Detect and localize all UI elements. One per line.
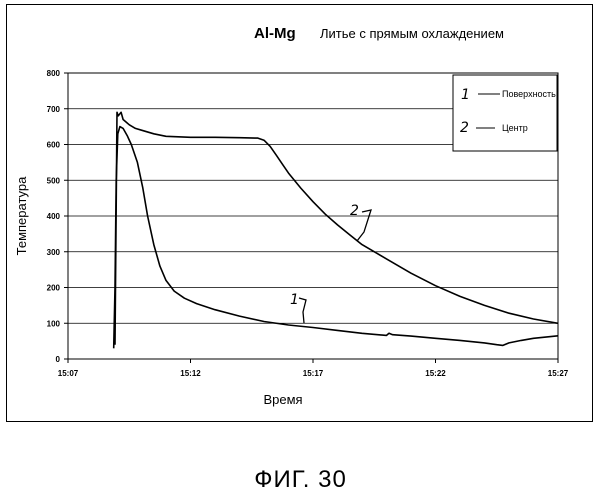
curve-hand-label-1: 1	[290, 292, 299, 308]
legend-entry-2: Центр	[502, 123, 528, 133]
legend-hand-label-1: 1	[461, 87, 470, 103]
curve-hand-label-2: 2	[350, 203, 359, 219]
curve-annotation-1: 1	[290, 292, 306, 323]
y-tick-labels: 0 100 200 300 400 500 600 700 800	[47, 69, 68, 364]
y-tick-label: 200	[47, 284, 61, 293]
series-line-1	[114, 127, 558, 349]
y-tick-label: 800	[47, 69, 61, 78]
y-tick-label: 400	[47, 212, 61, 221]
y-tick-label: 700	[47, 105, 61, 114]
y-tick-label: 0	[56, 355, 61, 364]
x-tick-label: 15:27	[548, 369, 569, 378]
x-tick-label: 15:07	[58, 369, 79, 378]
y-tick-label: 500	[47, 176, 61, 185]
chart-title-bold: Al-Mg	[254, 25, 296, 42]
y-axis-label: Температура	[14, 176, 29, 256]
legend: 1 Поверхность 2 Центр	[453, 75, 557, 151]
y-tick-label: 300	[47, 248, 61, 257]
x-axis-label: Время	[263, 392, 302, 407]
chart-title: Литье с прямым охлаждением	[320, 26, 504, 41]
legend-entry-1: Поверхность	[502, 89, 556, 99]
y-tick-label: 100	[47, 319, 61, 328]
legend-hand-label-2: 2	[460, 120, 469, 136]
x-tick-label: 15:22	[425, 369, 446, 378]
x-tick-label: 15:17	[303, 369, 324, 378]
curve-annotation-2: 2	[350, 203, 371, 241]
x-tick-label: 15:12	[180, 369, 201, 378]
x-tick-labels: 15:07 15:12 15:17 15:22 15:27	[58, 359, 569, 378]
figure-caption: ФИГ. 30	[0, 466, 601, 494]
y-tick-label: 600	[47, 141, 61, 150]
